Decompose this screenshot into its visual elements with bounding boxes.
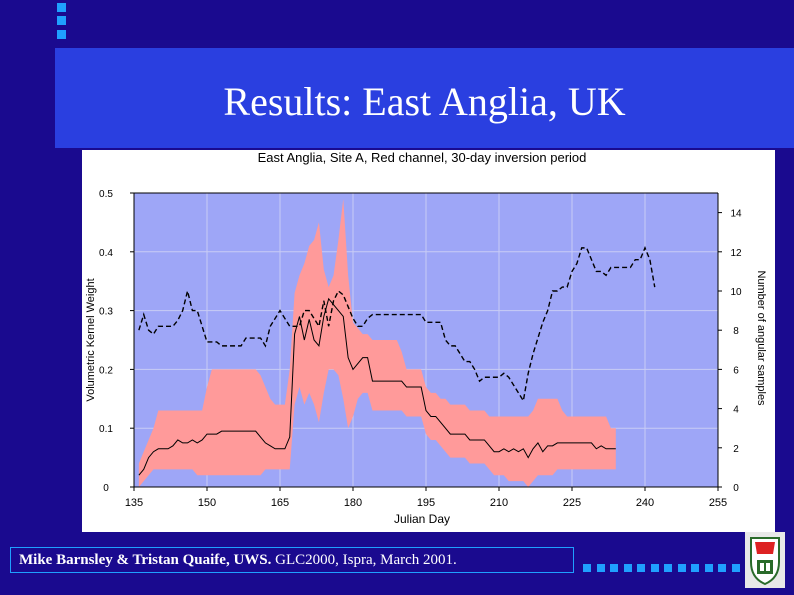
title-band: Results: East Anglia, UK — [55, 48, 794, 148]
decorative-square-icon — [664, 564, 672, 572]
x-tick-label: 135 — [125, 497, 143, 509]
y2-tick-label: 2 — [733, 444, 739, 455]
decorative-square-icon — [677, 564, 686, 572]
footer-text: Mike Barnsley & Tristan Quaife, UWS. GLC… — [19, 552, 457, 569]
series-line-samples — [138, 246, 656, 403]
y2-tick-label: 0 — [733, 483, 739, 494]
y-tick-label: 0.5 — [99, 189, 113, 200]
axis-ticks: 135 150 165 180 195 210 225 240 25500.10.20.30.4… — [99, 189, 742, 509]
y-axis-label: Volumetric Kernel Weight — [85, 278, 97, 401]
decorative-square-icon — [691, 564, 699, 572]
decorative-square-icon — [637, 564, 645, 572]
decorative-square-icon — [596, 564, 605, 572]
footer: Mike Barnsley & Tristan Quaife, UWS. GLC… — [10, 547, 574, 573]
uws-crest-icon — [745, 532, 785, 588]
uncertainty-band — [138, 198, 616, 487]
x-tick-label: 180 — [344, 497, 362, 509]
y2-tick-label: 12 — [730, 248, 742, 259]
decorative-squares-icon — [57, 3, 66, 12]
y2-tick-label: 14 — [730, 209, 742, 220]
x-tick-label: 240 — [636, 497, 654, 509]
decorative-squares-icon — [57, 16, 66, 25]
uncertainty-band-area — [138, 198, 616, 487]
y2-tick-label: 10 — [730, 287, 742, 298]
decorative-square-icon — [610, 564, 618, 572]
chart: East Anglia, Site A, Red channel, 30-day… — [85, 150, 767, 526]
decorative-squares-icon — [57, 30, 66, 39]
series-lines — [138, 246, 656, 476]
x-tick-label: 210 — [490, 497, 508, 509]
x-tick-label: 150 — [198, 497, 216, 509]
x-tick-label: 165 — [271, 497, 289, 509]
y-tick-label: 0.4 — [99, 248, 113, 259]
slide-title: Results: East Anglia, UK — [223, 79, 626, 124]
decorative-square-icon — [650, 564, 659, 572]
chart-title: East Anglia, Site A, Red channel, 30-day… — [258, 150, 587, 165]
decorative-square-icon — [718, 564, 726, 572]
y-tick-label: 0.1 — [99, 424, 113, 435]
decorative-square-icon — [731, 564, 740, 572]
x-tick-label: 195 — [417, 497, 435, 509]
y-tick-label: 0.2 — [99, 365, 113, 376]
x-tick-label: 225 — [563, 497, 581, 509]
footer-venue: GLC2000, Ispra, March 2001. — [271, 552, 457, 568]
x-tick-label: 255 — [709, 497, 727, 509]
y2-tick-label: 4 — [733, 405, 739, 416]
y-tick-label: 0.3 — [99, 307, 113, 318]
series-line-kernel-weight — [138, 297, 616, 476]
y-tick-label: 0 — [103, 483, 109, 494]
chart-panel: East Anglia, Site A, Red channel, 30-day… — [82, 150, 775, 532]
x-axis-label: Julian Day — [394, 512, 450, 526]
y2-tick-label: 8 — [733, 326, 739, 337]
decorative-square-icon — [583, 564, 591, 572]
y2-tick-label: 6 — [733, 365, 739, 376]
footer-authors: Mike Barnsley & Tristan Quaife, UWS. — [19, 552, 272, 568]
decorative-square-icon — [704, 564, 713, 572]
decorative-square-icon — [623, 564, 632, 572]
y2-axis-label: Number of angular samples — [755, 270, 767, 406]
